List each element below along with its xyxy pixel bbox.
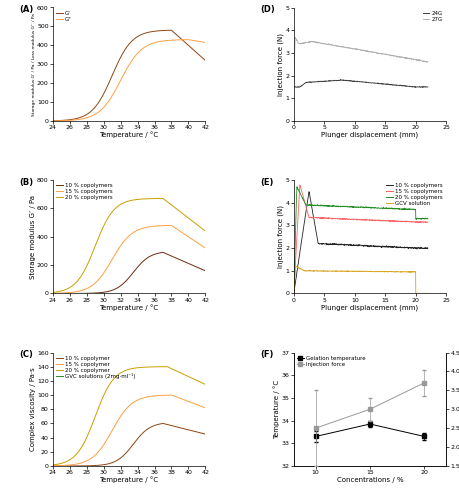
Y-axis label: Storage modulus G’ / Pa: Storage modulus G’ / Pa [29,194,35,279]
Y-axis label: Storage modulus G’ / Pa / Loss modulus G’’ / Pa: Storage modulus G’ / Pa / Loss modulus G… [32,13,35,116]
Text: (C): (C) [19,350,33,359]
Text: (D): (D) [260,5,274,14]
Text: (E): (E) [260,178,273,186]
Legend: 10 % copolymers, 15 % copolymers, 20 % copolymers, GCV solution: 10 % copolymers, 15 % copolymers, 20 % c… [385,183,442,206]
Legend: G', G": G', G" [56,10,72,22]
Y-axis label: Injection force (N): Injection force (N) [277,205,284,268]
Text: (F): (F) [260,350,273,359]
Legend: 10 % copolymer, 15 % copolymer, 20 % copolymer, GVC solutions (2mg·ml⁻¹): 10 % copolymer, 15 % copolymer, 20 % cop… [56,356,136,380]
Legend: 24G, 27G: 24G, 27G [421,10,442,22]
X-axis label: Concentrations / %: Concentrations / % [336,476,403,482]
Y-axis label: Temperature / °C: Temperature / °C [273,380,280,439]
X-axis label: Temperature / °C: Temperature / °C [99,304,158,311]
Text: (A): (A) [19,5,34,14]
Text: (B): (B) [19,178,34,186]
Legend: Gelation temperature, Injection force: Gelation temperature, Injection force [296,356,365,367]
X-axis label: Plunger displacement (mm): Plunger displacement (mm) [321,132,418,138]
X-axis label: Temperature / °C: Temperature / °C [99,132,158,138]
X-axis label: Plunger displacement (mm): Plunger displacement (mm) [321,304,418,310]
Legend: 10 % copolymers, 15 % copolymers, 20 % copolymers: 10 % copolymers, 15 % copolymers, 20 % c… [56,183,113,200]
Y-axis label: Injection force (N): Injection force (N) [277,32,284,96]
Y-axis label: Complex viscosity / Pa·s: Complex viscosity / Pa·s [29,368,35,451]
X-axis label: Temperature / °C: Temperature / °C [99,476,158,484]
